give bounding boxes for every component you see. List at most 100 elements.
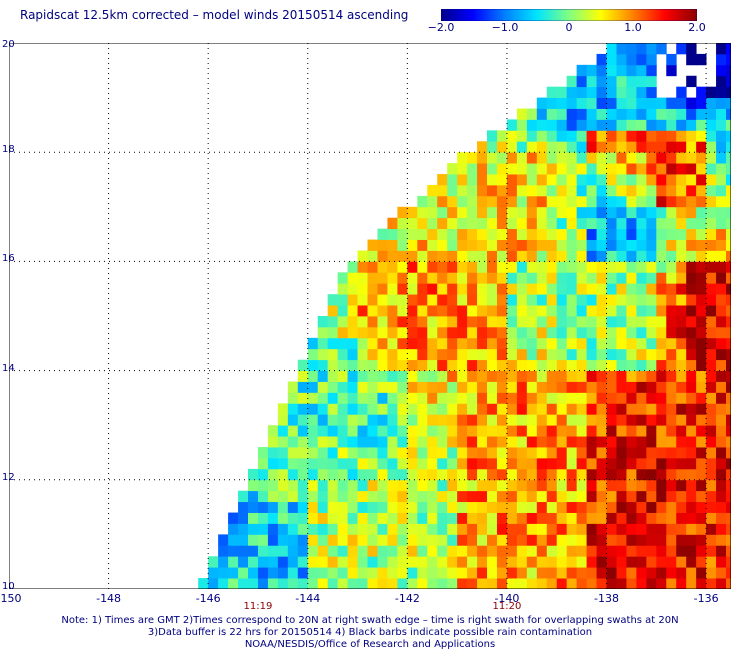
heatmap-cell xyxy=(706,163,717,175)
heatmap-cell xyxy=(546,523,558,535)
heatmap-cell xyxy=(636,523,647,535)
heatmap-cell xyxy=(516,108,528,120)
heatmap-cell xyxy=(267,490,279,503)
heatmap-cell xyxy=(307,501,319,513)
heatmap-cell xyxy=(367,359,378,371)
heatmap-cell xyxy=(487,228,498,240)
heatmap-cell xyxy=(417,370,428,382)
heatmap-cell xyxy=(257,490,269,503)
heatmap-cell xyxy=(576,163,587,175)
heatmap-cell xyxy=(496,414,508,426)
heatmap-cell xyxy=(716,283,727,295)
heatmap-cell xyxy=(377,403,388,415)
heatmap-cell xyxy=(636,152,647,164)
heatmap-cell xyxy=(337,370,348,382)
heatmap-cell xyxy=(656,217,667,230)
heatmap-cell xyxy=(546,217,558,230)
heatmap-cell xyxy=(487,294,498,306)
heatmap-cell xyxy=(606,294,617,306)
heatmap-cell xyxy=(447,501,458,513)
heatmap-cell xyxy=(437,447,448,459)
heatmap-cell xyxy=(417,359,428,371)
heatmap-cell xyxy=(377,305,388,317)
heatmap-cell xyxy=(676,272,687,284)
heatmap-cell xyxy=(467,381,478,393)
heatmap-cell xyxy=(546,567,558,579)
heatmap-cell xyxy=(626,392,637,404)
heatmap-cell xyxy=(487,195,498,208)
heatmap-cell xyxy=(546,501,558,513)
heatmap-cell xyxy=(636,556,647,568)
heatmap-cell xyxy=(576,272,587,284)
heatmap-cell xyxy=(307,414,319,426)
heatmap-cell xyxy=(676,239,687,251)
heatmap-cell xyxy=(447,436,458,448)
heatmap-cell xyxy=(706,141,717,153)
heatmap-cell xyxy=(586,174,597,186)
heatmap-cell xyxy=(576,457,587,470)
heatmap-cell xyxy=(397,447,408,459)
heatmap-cell xyxy=(716,479,727,492)
heatmap-cell xyxy=(297,359,309,371)
heatmap-cell xyxy=(666,425,677,437)
heatmap-cell xyxy=(397,414,408,426)
heatmap-cell xyxy=(646,108,657,120)
heatmap-cell xyxy=(636,359,647,371)
heatmap-cell xyxy=(427,261,438,273)
heatmap-cell xyxy=(716,43,727,55)
heatmap-cell xyxy=(317,534,329,546)
heatmap-cell xyxy=(576,141,587,153)
heatmap-cell xyxy=(536,305,548,317)
heatmap-cell xyxy=(218,545,229,557)
heatmap-cell xyxy=(656,141,667,153)
heatmap-cell xyxy=(726,545,731,557)
heatmap-cell xyxy=(377,250,388,262)
heatmap-cell xyxy=(666,578,677,589)
heatmap-cell xyxy=(556,326,568,339)
heatmap-cell xyxy=(317,337,329,350)
heatmap-cell xyxy=(427,195,438,208)
heatmap-cell xyxy=(546,490,558,503)
footnote-line-1: Note: 1) Times are GMT 2)Times correspon… xyxy=(61,615,679,626)
heatmap-cell xyxy=(556,468,568,481)
heatmap-cell xyxy=(248,501,259,513)
heatmap-cell xyxy=(447,348,458,361)
heatmap-cell xyxy=(387,414,398,426)
heatmap-cell xyxy=(596,447,607,459)
heatmap-cell xyxy=(646,534,657,546)
heatmap-cell xyxy=(267,545,279,557)
heatmap-cell xyxy=(287,457,299,470)
heatmap-cell xyxy=(496,534,508,546)
heatmap-cell xyxy=(267,501,279,513)
heatmap-cell xyxy=(536,294,548,306)
heatmap-cell xyxy=(686,261,697,273)
heatmap-cell xyxy=(636,425,647,437)
heatmap-cell xyxy=(506,195,518,208)
heatmap-cell xyxy=(586,381,597,393)
heatmap-cell xyxy=(367,392,378,404)
heatmap-cell xyxy=(556,152,568,164)
heatmap-cell xyxy=(656,425,667,437)
heatmap-cell xyxy=(626,75,637,88)
heatmap-cell xyxy=(706,294,717,306)
heatmap-cell xyxy=(606,64,617,77)
heatmap-cell xyxy=(636,184,647,197)
heatmap-cell xyxy=(716,130,727,142)
heatmap-cell xyxy=(477,381,488,393)
heatmap-cell xyxy=(526,337,538,350)
heatmap-cell xyxy=(726,163,731,175)
heatmap-cell xyxy=(636,217,647,230)
heatmap-cell xyxy=(367,381,378,393)
heatmap-cell xyxy=(307,403,319,415)
heatmap-cell xyxy=(726,174,731,186)
heatmap-cell xyxy=(327,326,339,339)
heatmap-cell xyxy=(556,392,568,404)
heatmap-cell xyxy=(676,316,687,328)
heatmap-cell xyxy=(566,163,578,175)
heatmap-cell xyxy=(726,316,731,328)
heatmap-cell xyxy=(287,403,299,415)
heatmap-cell xyxy=(506,545,518,557)
heatmap-cell xyxy=(666,119,677,131)
heatmap-cell xyxy=(546,348,558,361)
heatmap-cell xyxy=(596,337,607,350)
